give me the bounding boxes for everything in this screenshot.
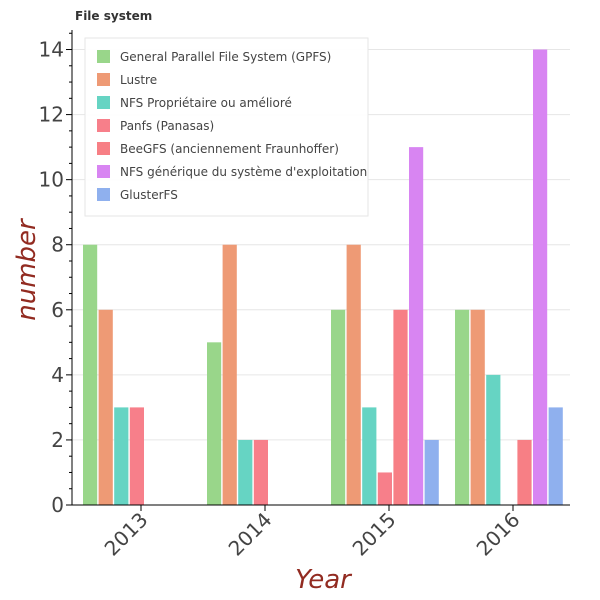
- x-tick-label: 2016: [472, 508, 525, 561]
- legend-label: Panfs (Panasas): [120, 119, 214, 133]
- bar: [470, 309, 485, 505]
- y-tick-label: 12: [39, 103, 64, 127]
- y-tick-label: 14: [39, 38, 64, 62]
- bar: [486, 374, 501, 505]
- y-tick-label: 4: [51, 363, 64, 387]
- bars: [83, 49, 563, 506]
- legend-box: [84, 37, 369, 217]
- x-tick-label: 2013: [100, 508, 153, 561]
- x-axis-label: Year: [295, 565, 353, 595]
- bar: [377, 472, 392, 505]
- bar: [548, 407, 563, 505]
- legend-swatch: [97, 188, 110, 201]
- bar: [129, 407, 144, 505]
- legend-swatch: [97, 50, 110, 63]
- bar: [409, 147, 424, 505]
- legend-label: BeeGFS (anciennement Fraunhoffer): [120, 142, 339, 156]
- legend-swatch: [97, 73, 110, 86]
- y-tick-label: 10: [39, 168, 64, 192]
- x-tick-labels: 2013 2014 2015 2016: [100, 508, 525, 561]
- bar: [346, 244, 361, 506]
- legend-label: NFS générique du système d'exploitation: [120, 165, 367, 179]
- y-axis-label: number: [12, 217, 42, 321]
- y-tick-label: 2: [51, 428, 64, 452]
- legend-swatch: [97, 142, 110, 155]
- legend-label: GlusterFS: [120, 188, 178, 202]
- bar: [393, 309, 408, 505]
- y-tick-labels: 0 2 4 6 8 10 12 14: [39, 38, 64, 517]
- legend-swatch: [97, 96, 110, 109]
- bar: [517, 439, 532, 505]
- bar: [114, 407, 129, 505]
- axes: [66, 30, 570, 511]
- bar: [455, 309, 470, 505]
- bar: [362, 407, 377, 505]
- bar: [331, 309, 346, 505]
- legend: General Parallel File System (GPFS) Lustr…: [84, 37, 369, 217]
- legend-swatch: [97, 165, 110, 178]
- y-tick-label: 6: [51, 298, 64, 322]
- bar: [222, 244, 237, 506]
- bar: [238, 439, 253, 505]
- bar: [98, 309, 113, 505]
- bar: [207, 342, 222, 505]
- y-tick-label: 0: [51, 493, 64, 517]
- bar: [424, 439, 439, 505]
- legend-label: General Parallel File System (GPFS): [120, 50, 331, 64]
- bar: [533, 49, 548, 506]
- x-tick-label: 2015: [348, 508, 401, 561]
- y-tick-label: 8: [51, 233, 64, 257]
- bar: [83, 244, 98, 506]
- chart-title: File system: [75, 9, 152, 23]
- legend-swatch: [97, 119, 110, 132]
- legend-label: NFS Propriétaire ou amélioré: [120, 96, 292, 110]
- legend-label: Lustre: [120, 73, 157, 87]
- bar: [253, 439, 268, 505]
- x-tick-label: 2014: [224, 508, 277, 561]
